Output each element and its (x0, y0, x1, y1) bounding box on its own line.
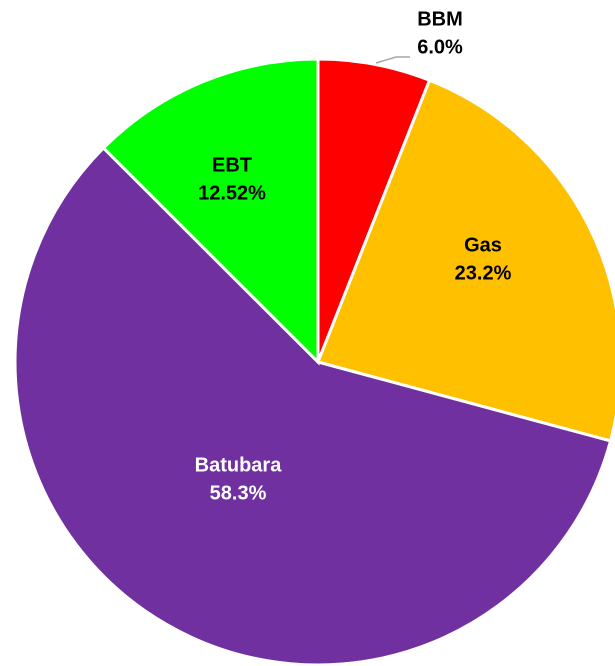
slice-label: BBM (417, 8, 463, 30)
slice-label: EBT (212, 154, 252, 176)
slice-value-label: 12.52% (198, 182, 266, 204)
leader-line (375, 56, 410, 64)
slice-value-label: 6.0% (417, 36, 463, 58)
pie-slice (315, 78, 615, 443)
pie-slice (13, 145, 613, 666)
slice-value-label: 23.2% (455, 262, 512, 284)
slice-label: Batubara (195, 454, 283, 476)
pie-slice (101, 57, 320, 366)
slice-value-label: 58.3% (210, 482, 267, 504)
slice-label: Gas (464, 234, 502, 256)
